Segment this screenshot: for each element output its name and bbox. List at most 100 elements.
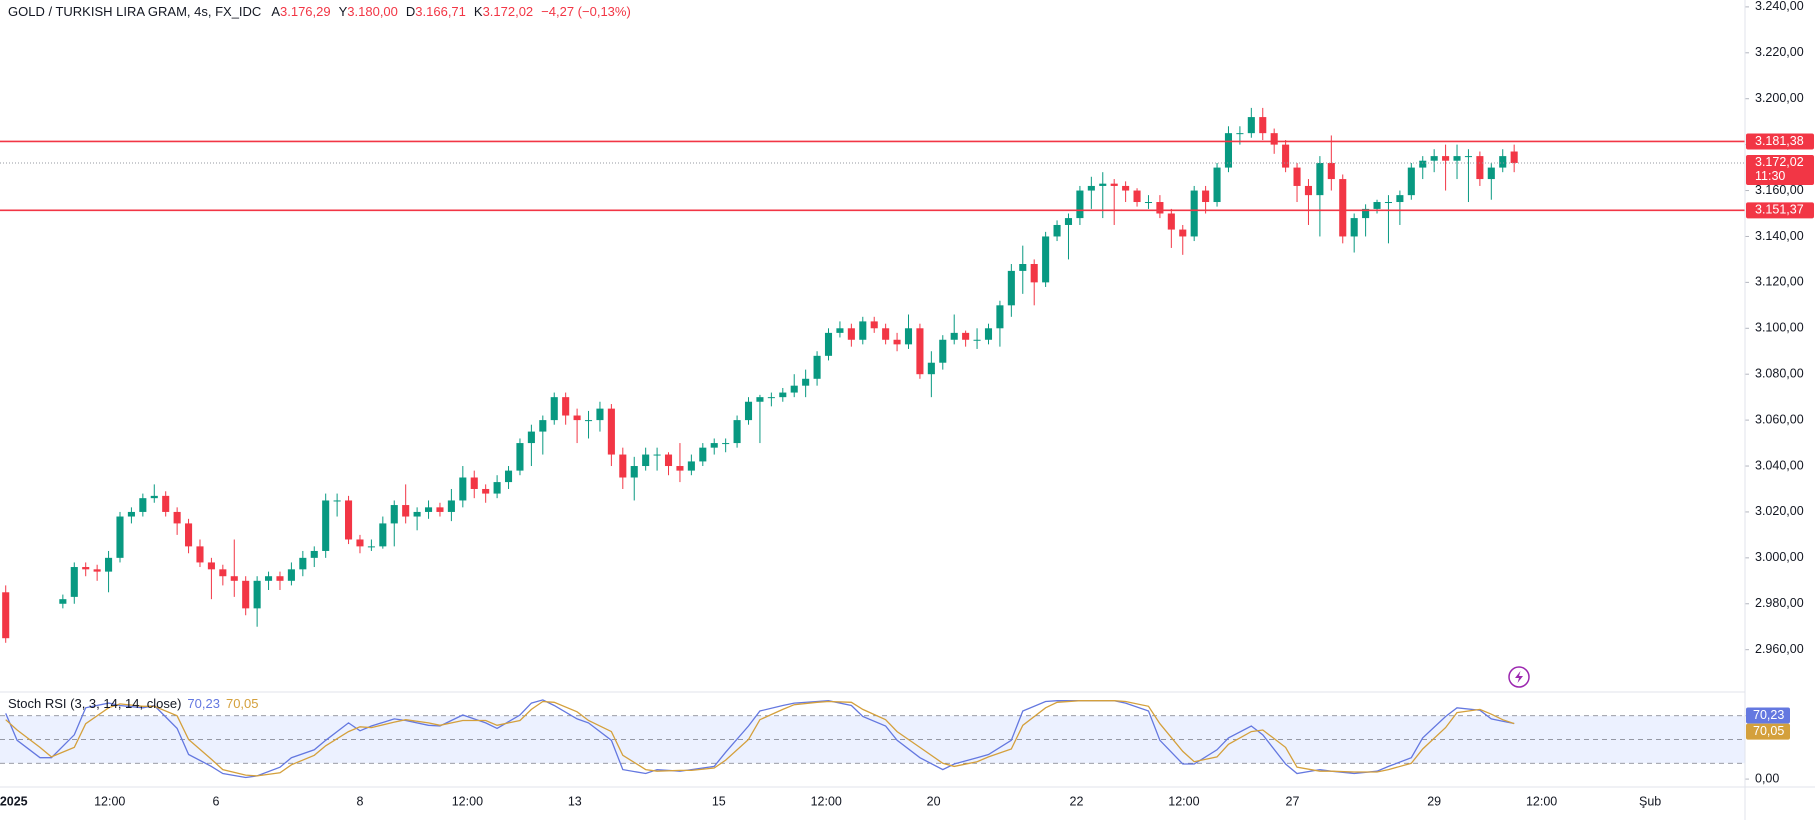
candle-body	[550, 397, 558, 421]
candle-body	[1019, 264, 1027, 271]
ohlc-key: A	[271, 4, 280, 19]
stoch-value-tag-label: 70,05	[1753, 724, 1784, 738]
x-tick-label: 29	[1427, 794, 1441, 808]
candle-body	[1030, 264, 1038, 283]
last-price-tag	[1746, 154, 1814, 185]
candle-body	[1053, 224, 1061, 237]
y-tick-label: 3.200,00	[1755, 91, 1804, 105]
y-tick-label: 2.980,00	[1755, 596, 1804, 610]
candle-body	[1133, 190, 1141, 203]
y-tick-label: 3.000,00	[1755, 550, 1804, 564]
price-pane	[0, 107, 1745, 643]
stoch-value-tag	[1746, 723, 1790, 740]
stoch-value-tag-label: 70,23	[1753, 708, 1784, 722]
candle-body	[139, 498, 147, 512]
level-tag	[1746, 202, 1814, 219]
candle-body	[870, 321, 878, 329]
candle-body	[539, 420, 547, 432]
candle-body	[1087, 185, 1095, 191]
candle-body	[1122, 185, 1130, 191]
x-tick-label: 27	[1286, 794, 1300, 808]
candle-body	[367, 546, 375, 548]
change-value: −4,27 (−0,13%)	[541, 4, 631, 19]
candle-body	[1487, 167, 1495, 180]
candle-body	[482, 488, 490, 494]
candle-body	[504, 470, 513, 483]
candle-body	[93, 569, 101, 572]
candle-body	[744, 401, 753, 421]
ohlc-key: K	[474, 4, 483, 19]
candle-body	[1476, 156, 1484, 180]
candle-body	[573, 415, 581, 421]
ohlc-key: D	[406, 4, 415, 19]
candle-body	[299, 557, 307, 570]
candle-body	[859, 321, 867, 340]
candle-body	[1293, 167, 1301, 186]
y-tick-label: 3.120,00	[1755, 275, 1804, 289]
y-tick-label: 0,00	[1755, 771, 1779, 785]
candle-body	[836, 328, 844, 333]
ohlc-value: 3.180,00	[347, 4, 398, 19]
candle-body	[1453, 156, 1461, 161]
candle-body	[1419, 160, 1427, 168]
candle-body	[287, 569, 295, 581]
alert-icon[interactable]	[1508, 666, 1530, 688]
candle-body	[116, 516, 124, 558]
candle-body	[802, 378, 810, 386]
candle-body	[402, 505, 410, 517]
candle-body	[459, 477, 467, 501]
x-tick-label: 6	[213, 794, 220, 808]
candle-body	[1236, 133, 1244, 135]
candle-body	[584, 420, 593, 422]
candle-body	[824, 332, 833, 356]
candle-body	[642, 454, 650, 467]
candle-body	[196, 546, 204, 563]
candle-body	[333, 500, 341, 502]
candle-body	[996, 305, 1004, 329]
candle-body	[676, 466, 684, 471]
y-tick-label: 3.240,00	[1755, 0, 1804, 13]
x-tick-label: 12:00	[94, 794, 125, 808]
candle-body	[973, 339, 981, 341]
stoch-legend: Stoch RSI (3, 3, 14, 14, close) 70,23 70,0…	[8, 696, 259, 711]
candle-body	[1042, 236, 1050, 283]
candle-body	[927, 362, 935, 375]
candle-body	[1259, 117, 1267, 134]
candle-body	[345, 500, 353, 540]
stoch-legend-value: 70,05	[226, 696, 259, 711]
candle-body	[356, 539, 364, 547]
stoch-title: Stoch RSI (3, 3, 14, 14, close)	[8, 696, 181, 711]
y-tick-label: 3.100,00	[1755, 321, 1804, 335]
candle-body	[162, 495, 170, 512]
candle-body	[893, 339, 901, 345]
candle-body	[1110, 183, 1118, 186]
candle-body	[1202, 190, 1210, 203]
countdown-label: 11:30	[1755, 169, 1785, 183]
candle-body	[265, 576, 273, 581]
candle-body	[1499, 156, 1507, 168]
candle-body	[1179, 229, 1187, 237]
candle-body	[653, 454, 661, 456]
candle-body	[127, 511, 135, 517]
candle-body	[1076, 190, 1084, 219]
candle-body	[1007, 270, 1015, 306]
candle-body	[1282, 144, 1290, 168]
candle-body	[1304, 185, 1313, 196]
candle-body	[1430, 156, 1438, 161]
candle-body	[882, 328, 890, 340]
candle-body	[733, 420, 741, 444]
candle-body	[150, 495, 158, 499]
x-tick-label: 8	[356, 794, 363, 808]
candle-body	[230, 576, 238, 581]
candle-body	[1362, 208, 1370, 219]
candle-body	[379, 523, 387, 547]
candle-body	[253, 580, 261, 609]
candle-body	[1213, 167, 1221, 203]
candle-body	[664, 454, 673, 467]
candle-body	[1167, 213, 1175, 230]
alert-icon-bolt[interactable]	[1515, 671, 1523, 683]
stoch-legend-value: 70,23	[187, 696, 220, 711]
